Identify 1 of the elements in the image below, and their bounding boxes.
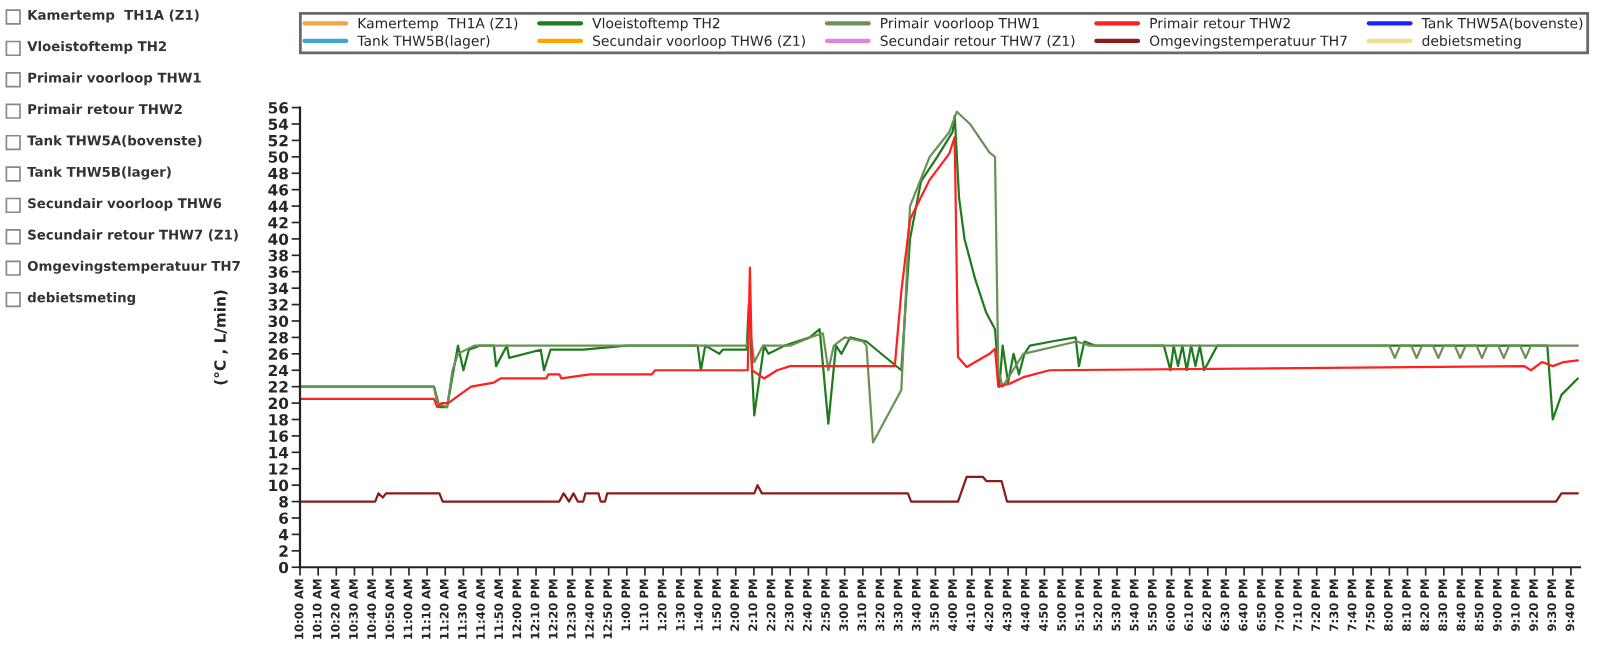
line-series: [300, 475, 1579, 503]
